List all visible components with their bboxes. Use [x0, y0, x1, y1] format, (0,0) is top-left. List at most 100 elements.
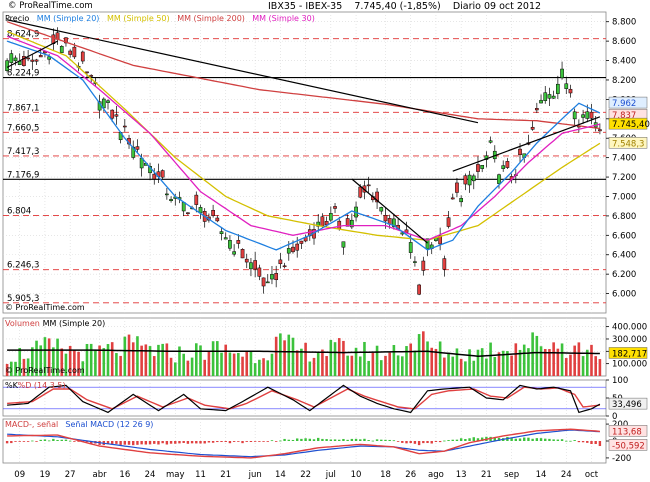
macd-hist-bar: [590, 441, 593, 445]
level-label: 7.417,3: [7, 147, 39, 157]
volume-bar: [232, 353, 236, 376]
macd-hist-bar: [10, 441, 13, 444]
macd-hist-bar: [274, 441, 278, 442]
volume-bar: [371, 352, 375, 376]
macd-hist-bar: [443, 440, 446, 442]
macd-hist-bar: [384, 439, 387, 441]
candle: [551, 95, 556, 99]
y-tick-label: 0: [612, 412, 617, 422]
x-tick-label[interactable]: 19: [40, 470, 51, 480]
x-tick-label[interactable]: 22: [300, 470, 311, 480]
candle: [556, 83, 560, 94]
x-tick-label[interactable]: 14: [536, 470, 547, 480]
x-tick-label[interactable]: jun: [248, 470, 262, 480]
volume-bar: [342, 340, 345, 376]
volume-bar: [506, 351, 509, 376]
volume-bar: [26, 358, 30, 376]
macd-hist-bar: [510, 437, 513, 441]
x-tick-label[interactable]: 14: [275, 470, 286, 480]
candle: [68, 50, 73, 55]
volume-bar: [409, 343, 413, 376]
badge-macd-a-box: [608, 425, 648, 437]
macd-hist-bar: [216, 441, 219, 443]
macd-hist-bar: [47, 440, 51, 442]
candle: [261, 277, 266, 287]
macd-hist-bar: [518, 438, 522, 441]
x-tick-label[interactable]: 26: [405, 470, 416, 480]
x-tick-label[interactable]: 21: [220, 470, 231, 480]
volume-bar: [358, 356, 362, 376]
trend-line: [6, 19, 479, 124]
x-tick-label[interactable]: 13: [456, 470, 467, 480]
volume-bar: [73, 349, 76, 376]
volume-bar: [573, 345, 576, 376]
x-tick-label[interactable]: sep: [504, 470, 519, 480]
macd-hist-bar: [182, 441, 185, 443]
x-tick-label[interactable]: 11: [195, 470, 206, 480]
macd-hist-bar: [317, 437, 320, 441]
macd-hist-bar: [598, 441, 602, 447]
candle: [59, 46, 64, 54]
level-label: 5.905,3: [7, 294, 39, 304]
x-tick-label[interactable]: 16: [119, 470, 130, 480]
macd-hist-bar: [565, 440, 568, 442]
candle: [421, 260, 426, 271]
macd-hist-bar: [363, 438, 366, 441]
macd-hist-bar: [493, 437, 496, 441]
volume-bar: [379, 360, 383, 376]
x-tick-label[interactable]: 18: [380, 470, 391, 480]
macd-hist-bar: [333, 439, 337, 441]
x-tick-label[interactable]: 24: [145, 470, 156, 480]
x-tick-label[interactable]: may: [166, 470, 185, 480]
x-tick-label[interactable]: 27: [65, 470, 76, 480]
macd-hist-bar: [342, 438, 345, 441]
candle: [30, 59, 35, 62]
macd-hist-bar: [308, 438, 312, 441]
volume-bar: [140, 345, 143, 376]
candle: [534, 108, 539, 111]
candle: [47, 56, 51, 60]
x-tick-label[interactable]: oct: [585, 470, 599, 480]
volume-bar: [337, 338, 341, 376]
macd-hist-bar: [77, 441, 80, 442]
x-tick-label[interactable]: 10: [351, 470, 362, 480]
volume-bar: [346, 355, 349, 376]
y-tick-label: 8.200: [612, 76, 636, 86]
candle: [282, 265, 287, 268]
volume-bar: [459, 358, 463, 376]
macd-hist-bar: [544, 438, 547, 441]
macd-hist-bar: [153, 441, 156, 444]
brand-label: © ProRealTime.com: [8, 1, 93, 11]
macd-hist-bar: [531, 438, 534, 441]
x-tick-label[interactable]: 09: [14, 470, 25, 480]
volume-bar: [472, 360, 476, 376]
legend-price-item: Precio: [5, 14, 29, 23]
volume-bar: [518, 349, 522, 376]
candle: [539, 100, 543, 104]
candle: [9, 53, 14, 63]
macd-hist-bar: [106, 441, 110, 445]
volume-bar: [119, 355, 122, 376]
macd-hist-bar: [220, 441, 223, 443]
candle: [337, 220, 342, 230]
badge-macd-b: -50,592: [612, 441, 645, 451]
candle: [459, 198, 464, 203]
macd-hist-bar: [371, 440, 375, 442]
x-tick-label[interactable]: 21: [481, 470, 492, 480]
macd-hist-bar: [22, 441, 26, 442]
x-tick-label[interactable]: 24: [561, 470, 572, 480]
macd-hist-bar: [144, 441, 148, 445]
candle: [471, 175, 476, 182]
macd-hist-bar: [375, 439, 379, 441]
macd-hist-bar: [497, 437, 501, 441]
x-tick-label[interactable]: jul: [325, 470, 336, 480]
x-tick-label[interactable]: ago: [428, 470, 444, 480]
legend-stoch-item: %K: [5, 381, 19, 390]
macd-hist-bar: [123, 441, 127, 445]
candle: [349, 219, 354, 228]
x-tick-label[interactable]: abr: [93, 470, 108, 480]
volume-bar: [64, 353, 68, 376]
macd-hist-bar: [325, 439, 328, 441]
